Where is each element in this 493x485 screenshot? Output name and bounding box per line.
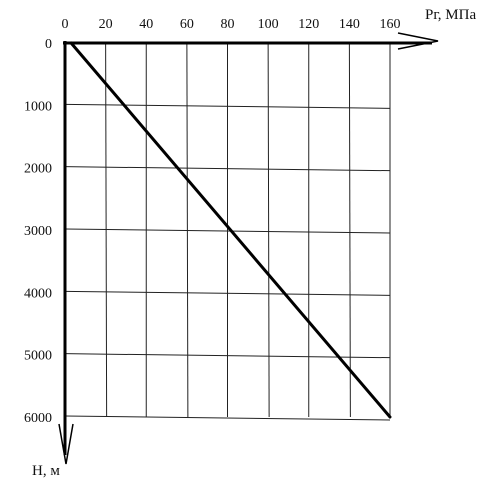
grid (64, 42, 391, 421)
grid-line-y-5000 (64, 353, 391, 359)
series-line-0 (69, 41, 392, 419)
grid-line-y-1000 (64, 103, 391, 109)
x-tick-label-80: 80 (221, 17, 235, 32)
y-tick-label-3000: 3000 (24, 224, 52, 239)
tick-labels: 0 20 40 60 80 100 120 140 160 0 1000 2000 3000 4000 50… (24, 17, 401, 426)
y-tick-label-4000: 4000 (24, 286, 52, 301)
x-axis-title: Рг, МПа (425, 7, 476, 23)
x-tick-label-100: 100 (258, 17, 279, 32)
axes (58, 32, 439, 465)
y-axis-title: Н, м (32, 463, 60, 479)
y-tick-label-1000: 1000 (24, 99, 52, 114)
grid-line-x-140 (348, 42, 351, 418)
y-tick-label-2000: 2000 (24, 162, 52, 177)
y-tick-label-6000: 6000 (24, 411, 52, 426)
x-tick-label-60: 60 (180, 17, 194, 32)
x-tick-label-20: 20 (99, 17, 113, 32)
series-layer (69, 41, 392, 419)
y-axis-arrow (58, 423, 74, 465)
y-tick-label-0: 0 (45, 37, 52, 52)
grid-line-y-3000 (64, 228, 391, 234)
grid-line-x-100 (267, 42, 270, 418)
grid-line-y-6000 (64, 415, 391, 421)
x-tick-label-120: 120 (298, 17, 319, 32)
grid-line-x-60 (186, 42, 189, 418)
x-tick-label-40: 40 (139, 17, 153, 32)
x-axis-arrow (397, 32, 439, 50)
x-tick-label-140: 140 (339, 17, 360, 32)
grid-line-y-2000 (64, 166, 391, 172)
y-tick-label-5000: 5000 (24, 349, 52, 364)
grid-line-y-4000 (64, 290, 391, 296)
x-tick-label-160: 160 (380, 17, 401, 32)
x-tick-label-0: 0 (62, 17, 69, 32)
